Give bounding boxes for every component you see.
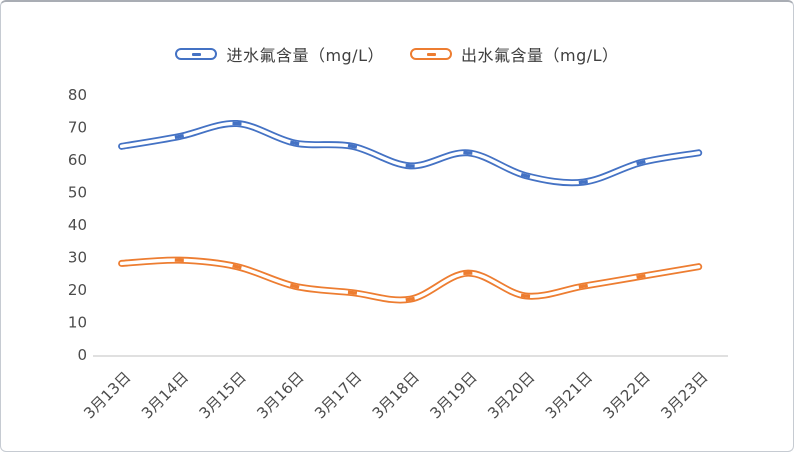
inflow-marker-dash-icon — [191, 52, 201, 56]
x-axis-label: 3月15日 — [196, 368, 250, 422]
data-point-marker-inflow — [463, 150, 473, 155]
data-point-marker-inflow — [520, 172, 531, 179]
legend-label-outflow: 出水氟含量（mg/L） — [461, 46, 619, 65]
data-point-marker-outflow — [520, 293, 531, 299]
data-point-marker-inflow — [289, 140, 300, 146]
x-axis-label: 3月19日 — [426, 368, 480, 422]
x-axis-label: 3月22日 — [600, 368, 654, 422]
x-axis-label: 3月13日 — [80, 368, 134, 422]
data-point-marker-inflow — [636, 159, 646, 166]
inflow-line-swatch-icon — [175, 48, 218, 60]
series-line-outflow-inner — [119, 258, 701, 302]
outflow-marker-dash-icon — [426, 52, 436, 56]
x-axis-label: 3月14日 — [138, 368, 192, 422]
y-axis-label: 10 — [68, 313, 87, 331]
y-axis-label: 20 — [68, 281, 87, 299]
x-axis-label: 3月17日 — [311, 368, 365, 422]
data-point-marker-inflow — [347, 143, 358, 149]
x-axis-label: 3月16日 — [253, 368, 307, 422]
data-point-marker-outflow — [578, 283, 589, 289]
data-point-marker-inflow — [405, 163, 415, 168]
data-point-marker-outflow — [232, 264, 242, 270]
y-axis-label: 30 — [68, 248, 87, 266]
x-axis-label: 3月20日 — [484, 368, 538, 422]
data-point-marker-outflow — [636, 274, 646, 279]
x-axis-label: 3月21日 — [542, 368, 596, 422]
y-axis-label: 60 — [68, 151, 87, 169]
y-axis-label: 80 — [68, 86, 87, 104]
legend-label-inflow: 进水氟含量（mg/L） — [226, 46, 384, 65]
series-line-inflow-inner — [119, 121, 701, 185]
legend-item-inflow: 进水氟含量（mg/L） — [175, 42, 384, 66]
data-point-marker-outflow — [289, 283, 300, 289]
x-axis-label: 3月18日 — [369, 368, 423, 422]
data-point-marker-inflow — [578, 179, 588, 185]
data-point-marker-inflow — [174, 134, 185, 140]
legend-item-outflow: 出水氟含量（mg/L） — [410, 42, 619, 66]
x-axis-label: 3月23日 — [657, 368, 711, 422]
data-point-marker-outflow — [347, 290, 358, 295]
data-point-marker-inflow — [232, 121, 242, 126]
y-axis-label: 50 — [68, 183, 87, 201]
data-point-marker-outflow — [405, 296, 415, 302]
chart-legend: 进水氟含量（mg/L） 出水氟含量（mg/L） — [1, 42, 793, 66]
y-axis-label: 0 — [77, 346, 87, 364]
y-axis-label: 70 — [68, 118, 87, 136]
y-axis-label: 40 — [68, 216, 87, 234]
outflow-line-swatch-icon — [410, 48, 452, 60]
